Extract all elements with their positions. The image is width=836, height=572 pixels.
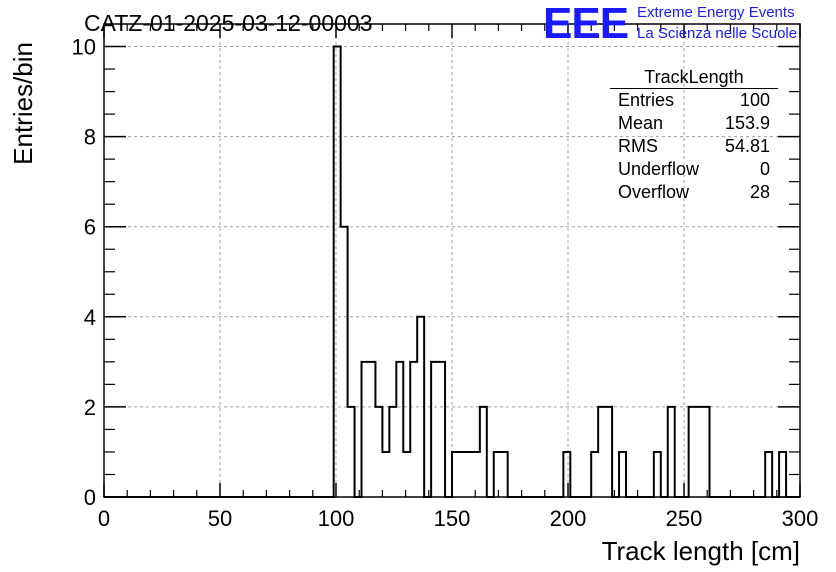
histogram-bin — [334, 47, 341, 497]
stats-label: Entries — [618, 90, 675, 110]
histogram-bin — [389, 407, 396, 497]
y-tick-label: 4 — [84, 305, 96, 330]
histogram-bin — [765, 452, 772, 497]
stats-label: RMS — [618, 136, 658, 156]
stats-row-overflow: Overflow 28 — [610, 181, 778, 204]
histogram-bin — [598, 407, 612, 497]
stats-title: TrackLength — [610, 66, 778, 89]
histogram-bin — [654, 452, 661, 497]
x-tick-label: 50 — [208, 506, 232, 531]
stats-value: 0 — [759, 159, 770, 179]
x-tick-label: 150 — [434, 506, 471, 531]
y-tick-label: 0 — [84, 485, 96, 510]
stats-row-rms: RMS 54.81 — [610, 135, 778, 158]
histogram-bin — [375, 407, 382, 497]
stats-label: Underflow — [618, 159, 700, 179]
histogram-bin — [431, 362, 445, 497]
x-tick-label: 0 — [98, 506, 110, 531]
histogram-bin — [341, 227, 348, 497]
stats-row-entries: Entries 100 — [610, 89, 778, 112]
histogram-bin — [396, 362, 403, 497]
histogram-bin — [619, 452, 626, 497]
x-axis-label: Track length [cm] — [602, 536, 800, 566]
histogram-bin — [480, 407, 487, 497]
eee-logo: EEE — [543, 0, 629, 48]
y-tick-label: 10 — [72, 35, 96, 60]
histogram-outline — [104, 45, 800, 498]
brand-line-1: Extreme Energy Events — [637, 4, 795, 21]
y-axis-label: Entries/bin — [8, 42, 38, 165]
x-tick-label: 300 — [782, 506, 819, 531]
stats-label: Mean — [618, 113, 664, 133]
x-tick-label: 200 — [550, 506, 587, 531]
histogram-bin — [403, 452, 410, 497]
x-tick-label: 250 — [666, 506, 703, 531]
histogram-bin — [348, 407, 355, 497]
histogram-bin — [591, 452, 598, 497]
stats-label: Overflow — [618, 182, 690, 202]
y-tick-label: 8 — [84, 125, 96, 150]
grid-lines — [104, 24, 800, 497]
histogram-bin — [362, 362, 376, 497]
histogram-bin — [494, 452, 508, 497]
histogram-bin — [779, 452, 786, 497]
tick-labels: 0 50 100 150 200 250 300 0 2 4 6 8 10 — [72, 35, 819, 531]
stats-value: 100 — [739, 90, 770, 110]
histogram-bin — [382, 452, 389, 497]
stats-row-underflow: Underflow 0 — [610, 158, 778, 181]
stats-box: TrackLength Entries 100 Mean 153.9 RMS 5… — [610, 66, 778, 204]
stats-row-mean: Mean 153.9 — [610, 112, 778, 135]
stats-value: 28 — [749, 182, 770, 202]
histogram-bin — [410, 362, 417, 497]
histogram-bin — [668, 407, 675, 497]
histogram-bin — [563, 452, 570, 497]
chart-title: CATZ-01-2025-03-12-00003 — [84, 10, 373, 36]
stats-value: 153.9 — [724, 113, 770, 133]
x-tick-label: 100 — [318, 506, 355, 531]
y-tick-label: 2 — [84, 395, 96, 420]
stats-value: 54.81 — [724, 136, 770, 156]
y-tick-label: 6 — [84, 215, 96, 240]
histogram-bin — [689, 407, 710, 497]
brand-line-2: La Scienza nelle Scuole — [637, 25, 798, 42]
